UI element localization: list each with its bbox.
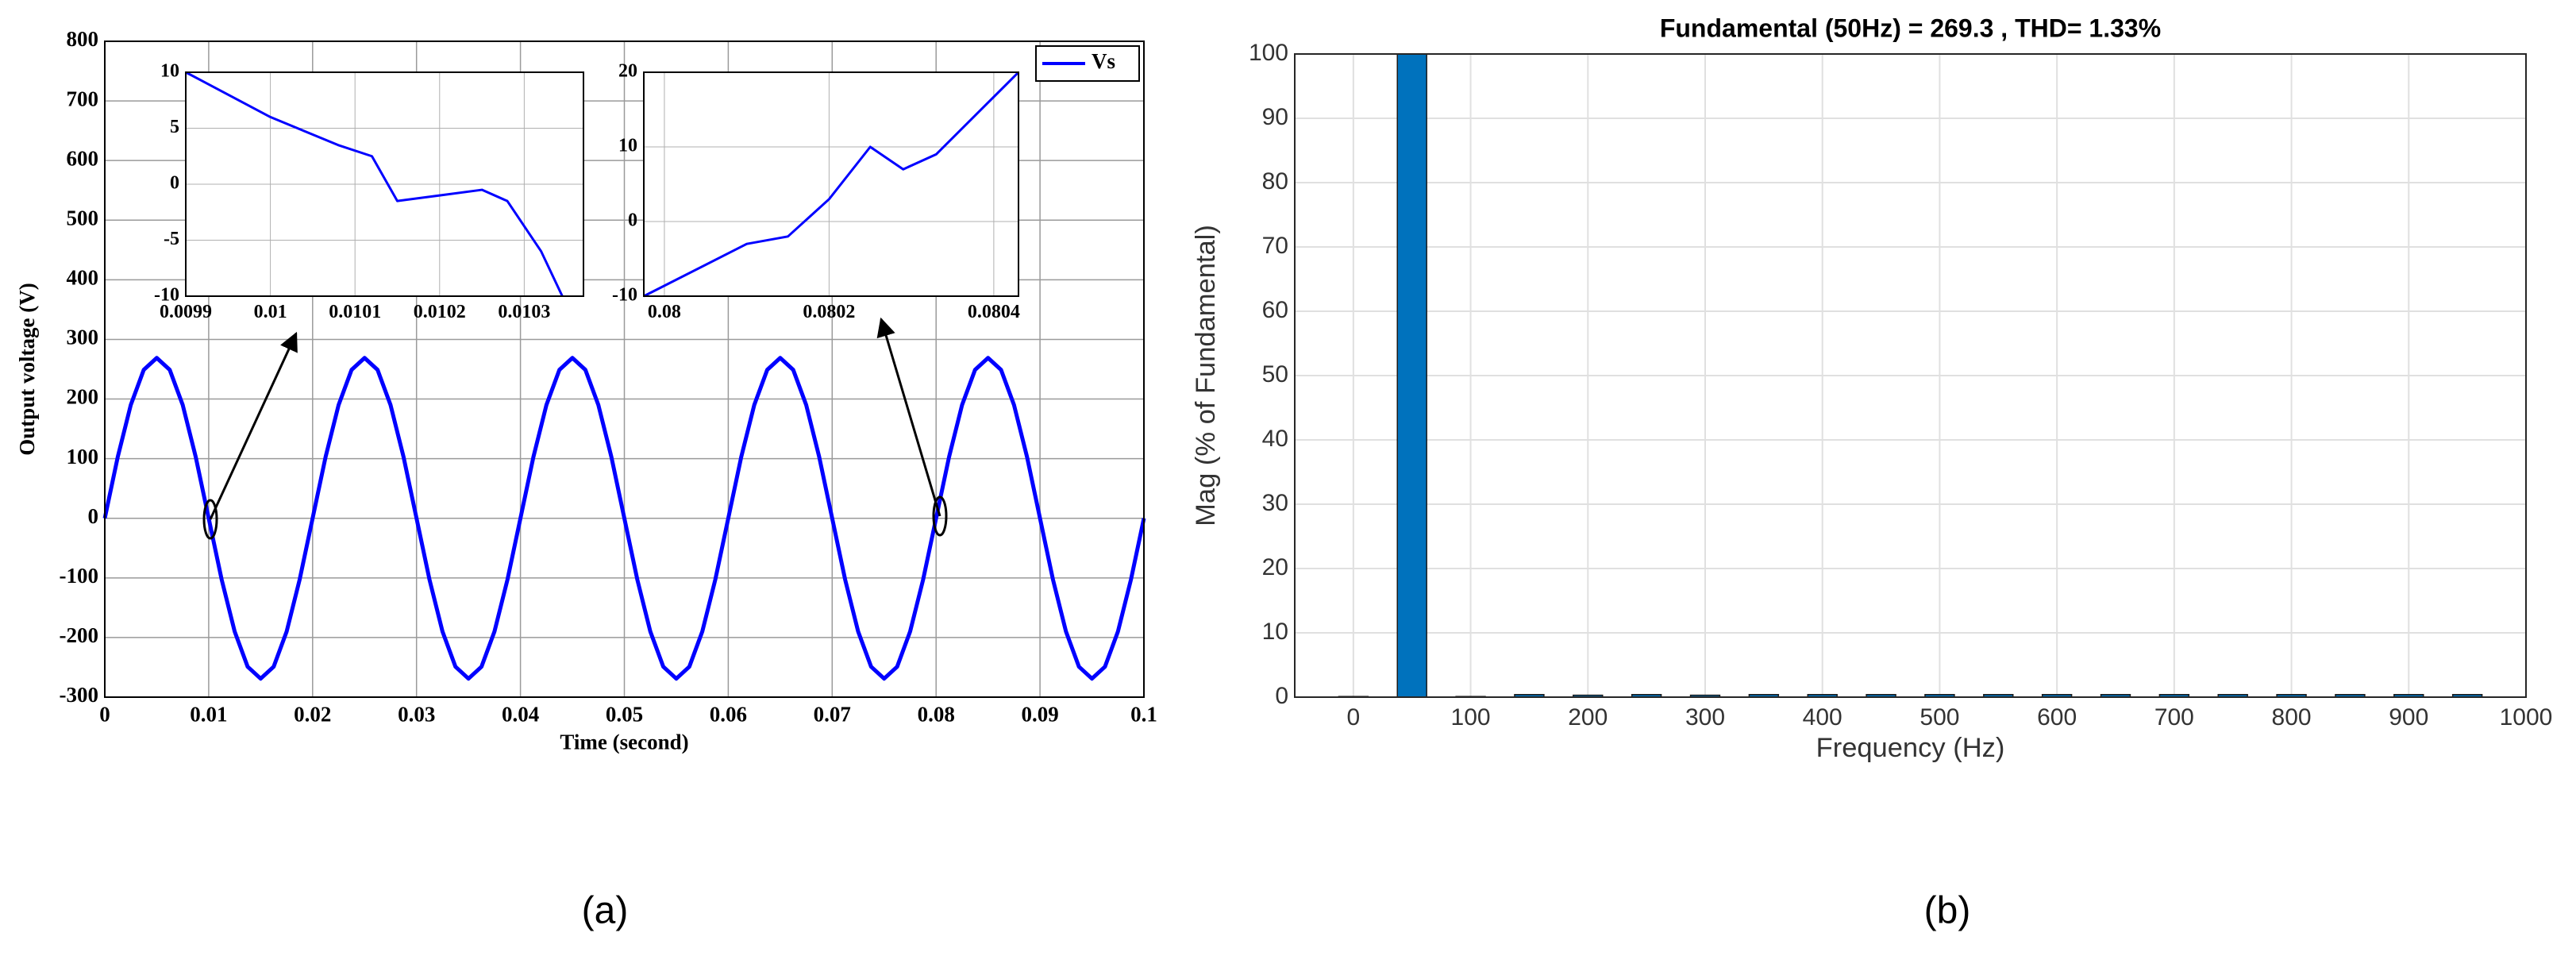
chart: -10 -5 0 5 10 0.0099 0.01 0.0101 0.0102 0.0103 (154, 61, 584, 322)
x-tick-label: 0.0802 (803, 302, 855, 322)
x-tick-label: 0.1 (1130, 703, 1157, 727)
y-tick-label: -10 (154, 285, 179, 306)
x-tick-label: 0.07 (814, 703, 851, 727)
y-axis-label: Output voltage (V) (15, 283, 39, 456)
y-tick-label: -5 (164, 229, 179, 249)
x-tick-label: 0.08 (648, 302, 681, 322)
y-tick-label: -10 (612, 285, 637, 306)
x-tick-label: 0.03 (398, 703, 435, 727)
plot-frame (104, 40, 1145, 698)
data-line (643, 71, 1020, 298)
x-tick-label: 0.05 (606, 703, 643, 727)
x-tick-label: 0.06 (710, 703, 747, 727)
plot-frame (185, 71, 584, 297)
x-tick-label: 800 (2272, 704, 2312, 730)
x-tick-label: 0.0804 (968, 302, 1020, 322)
y-tick-label: 600 (67, 146, 99, 170)
y-tick-label: 0 (1275, 683, 1288, 709)
x-tick-label: 400 (1803, 704, 1842, 730)
y-tick-label: 800 (67, 27, 99, 51)
y-tick-label: 20 (1262, 554, 1288, 580)
y-tick-label: 5 (170, 117, 179, 137)
y-tick-label: 700 (67, 87, 99, 110)
zoom-ellipse (932, 495, 948, 537)
x-tick-label: 900 (2389, 704, 2428, 730)
panel-label: (b) (1924, 890, 1971, 932)
x-tick-label: 200 (1568, 704, 1608, 730)
y-tick-label: 300 (67, 326, 99, 349)
zoom-arrow (876, 317, 941, 517)
x-tick-label: 0.08 (918, 703, 955, 727)
legend-label: Vs (1092, 49, 1115, 73)
y-tick-label: 80 (1262, 168, 1288, 195)
x-tick-label: 0.09 (1021, 703, 1058, 727)
x-tick-label: 0.02 (294, 703, 331, 727)
y-tick-label: 90 (1262, 104, 1288, 130)
y-tick-label: 100 (67, 445, 99, 468)
y-tick-label: -200 (60, 623, 99, 647)
x-tick-label: 0.04 (502, 703, 539, 727)
chart-title: Fundamental (50Hz) = 269.3 , THD= 1.33% (1660, 13, 2161, 42)
y-tick-label: 70 (1262, 233, 1288, 259)
panel-label: (a) (582, 890, 629, 932)
x-tick-label: 0.01 (254, 302, 287, 322)
zoom-arrow (209, 331, 298, 520)
y-tick-label: 20 (618, 61, 637, 82)
y-tick-label: 500 (67, 206, 99, 229)
plot-frame (1294, 53, 2527, 698)
x-tick-label: 700 (2154, 704, 2194, 730)
y-tick-label: 40 (1262, 426, 1288, 452)
y-tick-label: 10 (160, 61, 179, 82)
y-tick-label: 50 (1262, 361, 1288, 387)
x-tick-label: 100 (1451, 704, 1491, 730)
x-tick-label: 300 (1685, 704, 1725, 730)
x-axis-label: Time (second) (560, 730, 688, 754)
y-tick-label: 60 (1262, 297, 1288, 323)
x-tick-label: 0.0103 (498, 302, 550, 322)
y-tick-label: -300 (60, 683, 99, 707)
annotations (202, 317, 948, 540)
y-tick-label: 0 (170, 173, 179, 194)
zoom-ellipse (202, 499, 218, 540)
x-tick-label: 600 (2037, 704, 2077, 730)
x-tick-label: 0.01 (190, 703, 227, 727)
x-tick-label: 0 (99, 703, 110, 727)
x-tick-label: 0.0099 (160, 302, 212, 322)
x-tick-label: 0.0101 (329, 302, 381, 322)
data-line (102, 356, 1146, 681)
y-tick-label: -100 (60, 564, 99, 588)
x-axis-label: Frequency (Hz) (1816, 733, 2005, 763)
plot-area (644, 72, 1018, 296)
y-tick-label: 10 (618, 136, 637, 156)
chart: -10 0 10 20 0.08 0.0802 0.0804 (612, 61, 1020, 323)
y-tick-label: 400 (67, 266, 99, 290)
x-tick-label: 1000 (2500, 704, 2553, 730)
y-axis-label: Mag (% of Fundamental) (1191, 225, 1221, 526)
bar (1396, 53, 1427, 698)
x-tick-label: 500 (1919, 704, 1959, 730)
y-tick-label: 200 (67, 385, 99, 409)
y-tick-label: 0 (628, 210, 637, 231)
x-tick-label: 0.0102 (414, 302, 466, 322)
y-tick-label: 10 (1262, 619, 1288, 645)
y-tick-label: 30 (1262, 490, 1288, 516)
y-tick-label: 100 (1249, 40, 1288, 66)
y-tick-label: 0 (88, 504, 99, 528)
plot-frame (643, 71, 1019, 297)
data-line (185, 71, 564, 297)
x-tick-label: 0 (1347, 704, 1361, 730)
